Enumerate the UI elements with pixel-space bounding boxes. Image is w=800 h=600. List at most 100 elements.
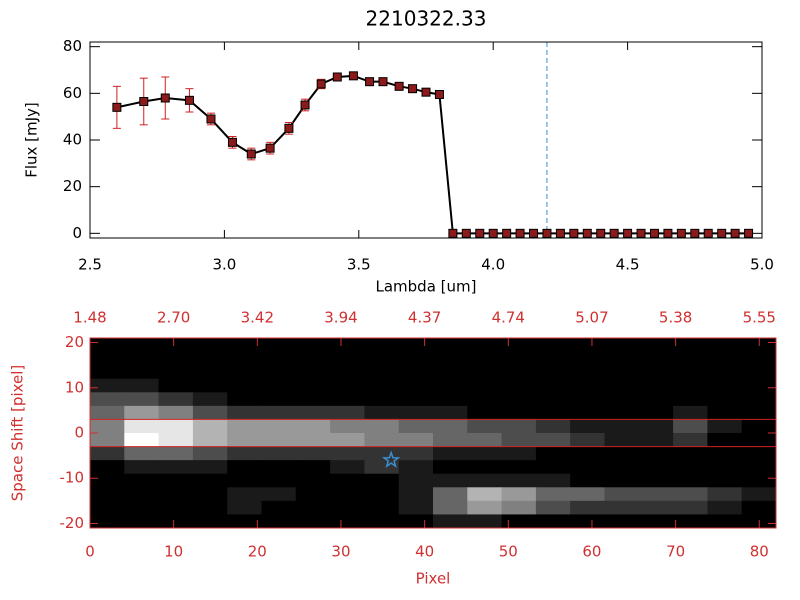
- image-cell: [364, 378, 400, 393]
- image-cell: [90, 433, 125, 448]
- image-cell: [467, 392, 503, 407]
- image-cell: [467, 433, 503, 448]
- image-cell: [741, 460, 777, 475]
- image-cell: [433, 433, 468, 448]
- data-point: [184, 95, 194, 105]
- image-cell: [501, 351, 537, 366]
- image-cell: [295, 473, 331, 488]
- image-cell: [673, 433, 708, 448]
- image-cell: [398, 338, 434, 353]
- image-cell: [604, 365, 640, 380]
- x2-tick-label: 5.07: [575, 309, 608, 327]
- image-cell: [295, 392, 331, 407]
- data-point: [717, 228, 727, 238]
- image-cell: [570, 487, 605, 502]
- image-cell: [90, 405, 125, 420]
- data-point: [542, 228, 552, 238]
- x2-tick-label: 5.38: [659, 309, 692, 327]
- image-cell: [741, 500, 777, 515]
- image-cell: [501, 446, 537, 461]
- image-cell: [707, 500, 743, 515]
- image-cell: [501, 365, 537, 380]
- image-cell: [467, 405, 503, 420]
- image-cell: [433, 365, 468, 380]
- image-cell: [330, 365, 365, 380]
- image-cell: [604, 351, 640, 366]
- image-cell: [192, 419, 228, 434]
- data-point: [515, 228, 525, 238]
- image-cell: [158, 405, 194, 420]
- image-cell: [501, 487, 537, 502]
- image-cell: [707, 378, 743, 393]
- image-cell: [398, 473, 434, 488]
- image-cell: [364, 500, 400, 515]
- image-cell: [570, 365, 605, 380]
- image-cell: [673, 405, 708, 420]
- image-cell: [501, 378, 537, 393]
- image-cell: [295, 351, 331, 366]
- image-cell: [227, 500, 262, 515]
- data-point: [636, 228, 646, 238]
- image-cell: [295, 338, 331, 353]
- image-cell: [295, 405, 331, 420]
- image-cell: [398, 351, 434, 366]
- image-cell: [295, 487, 331, 502]
- image-cell: [158, 378, 194, 393]
- image-cell: [467, 365, 503, 380]
- data-point: [529, 228, 539, 238]
- x2-tick-label: 2.70: [157, 309, 190, 327]
- image-cell: [707, 460, 743, 475]
- image-cell: [124, 473, 160, 488]
- image-cell: [295, 365, 331, 380]
- data-point: [730, 228, 740, 238]
- image-cell: [90, 514, 125, 529]
- image-cell: [433, 378, 468, 393]
- x-tick-label: 0: [85, 543, 95, 561]
- image-cell: [570, 433, 605, 448]
- image-cell: [261, 351, 297, 366]
- image-cell: [90, 500, 125, 515]
- y-tick-label: -20: [60, 514, 85, 532]
- image-cell: [638, 365, 674, 380]
- image-cell: [707, 365, 743, 380]
- data-point: [206, 114, 216, 124]
- image-cell: [638, 446, 674, 461]
- image-cell: [124, 460, 160, 475]
- image-cell: [638, 433, 674, 448]
- data-point: [488, 228, 498, 238]
- y-tick-label: 20: [65, 333, 84, 351]
- x-tick-label: 50: [499, 543, 518, 561]
- image-cell: [604, 460, 640, 475]
- y-tick-label: 60: [63, 84, 82, 102]
- image-cell: [707, 392, 743, 407]
- image-cell: [433, 405, 468, 420]
- image-cell: [638, 338, 674, 353]
- data-point: [365, 77, 375, 87]
- image-cell: [741, 433, 777, 448]
- image-cell: [604, 487, 640, 502]
- image-cell: [433, 351, 468, 366]
- image-cell: [570, 419, 605, 434]
- x-tick-label: 2.5: [78, 256, 102, 274]
- image-cell: [330, 378, 365, 393]
- data-point: [394, 81, 404, 91]
- x-tick-label: 10: [164, 543, 183, 561]
- image-cell: [501, 419, 537, 434]
- data-point: [227, 137, 237, 147]
- image-cell: [398, 433, 434, 448]
- image-cell: [261, 460, 297, 475]
- data-point: [112, 102, 122, 112]
- image-cell: [673, 392, 708, 407]
- image-cell: [467, 500, 503, 515]
- x-tick-label: 5.0: [750, 256, 774, 274]
- image-cell: [741, 392, 777, 407]
- image-cell: [227, 351, 262, 366]
- data-point: [421, 87, 431, 97]
- image-cell: [535, 514, 571, 529]
- data-point: [690, 228, 700, 238]
- image-cell: [90, 487, 125, 502]
- image-cell: [124, 378, 160, 393]
- image-cell: [295, 419, 331, 434]
- image-cell: [330, 405, 365, 420]
- image-cell: [124, 365, 160, 380]
